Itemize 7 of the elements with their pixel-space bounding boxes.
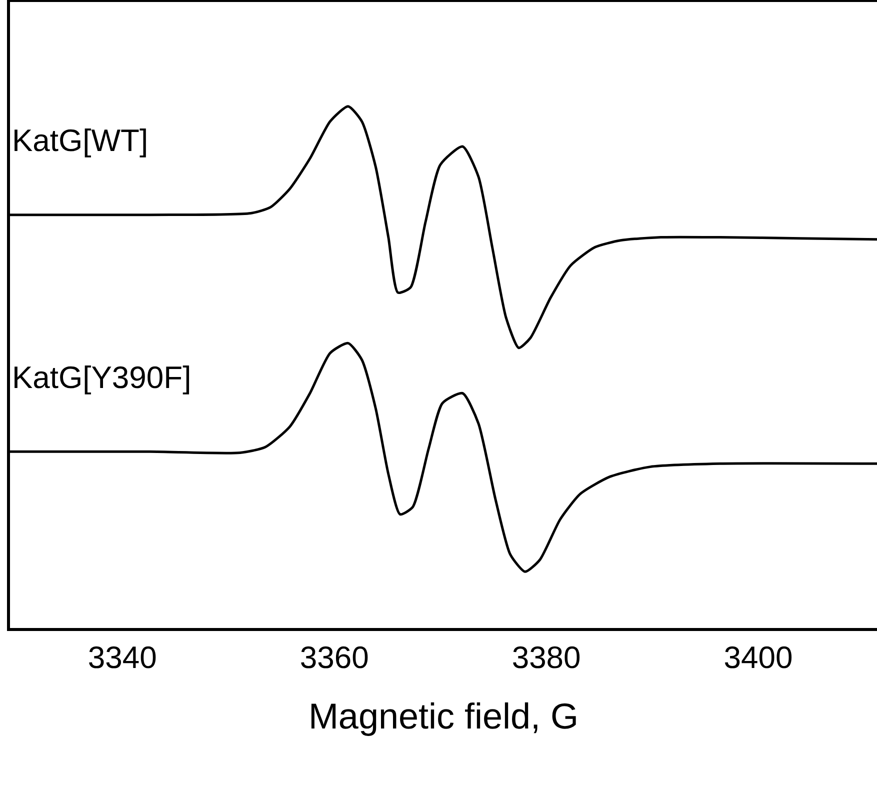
x-tick-label: 3400 [724,640,793,675]
x-tick-label: 3340 [88,640,157,675]
series-label: KatG[WT] [12,123,148,158]
x-axis-title: Magnetic field, G [308,696,579,737]
x-tick-label: 3360 [300,640,369,675]
series-label: KatG[Y390F] [12,360,192,395]
x-tick-label: 3380 [512,640,581,675]
